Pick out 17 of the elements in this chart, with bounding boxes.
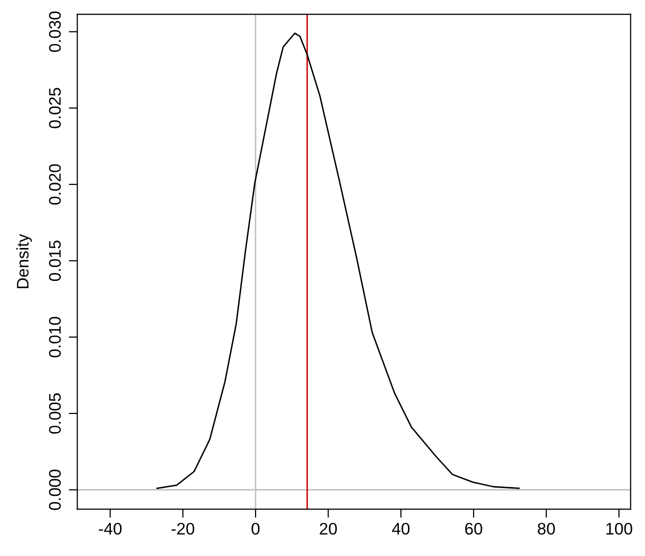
y-tick-label: 0.000 <box>49 470 61 510</box>
y-axis-title: Density <box>16 234 32 288</box>
x-tick-label: 100 <box>606 522 632 535</box>
x-tick-label: -20 <box>172 522 194 535</box>
x-tick-label: -40 <box>98 522 122 535</box>
y-tick-label: 0.030 <box>49 12 61 52</box>
y-tick-label: 0.025 <box>49 88 61 128</box>
x-tick-label: 80 <box>538 522 555 535</box>
x-tick-label: 40 <box>392 522 410 535</box>
x-tick-label: 20 <box>320 522 337 535</box>
y-tick-label: 0.020 <box>49 164 61 205</box>
y-tick-label: 0.005 <box>49 393 61 434</box>
x-tick-label: 60 <box>465 522 482 535</box>
y-tick-label: 0.015 <box>49 240 61 281</box>
line-series <box>156 32 520 489</box>
x-tick-label: 0 <box>252 522 260 535</box>
y-tick-label: 0.010 <box>49 316 61 358</box>
